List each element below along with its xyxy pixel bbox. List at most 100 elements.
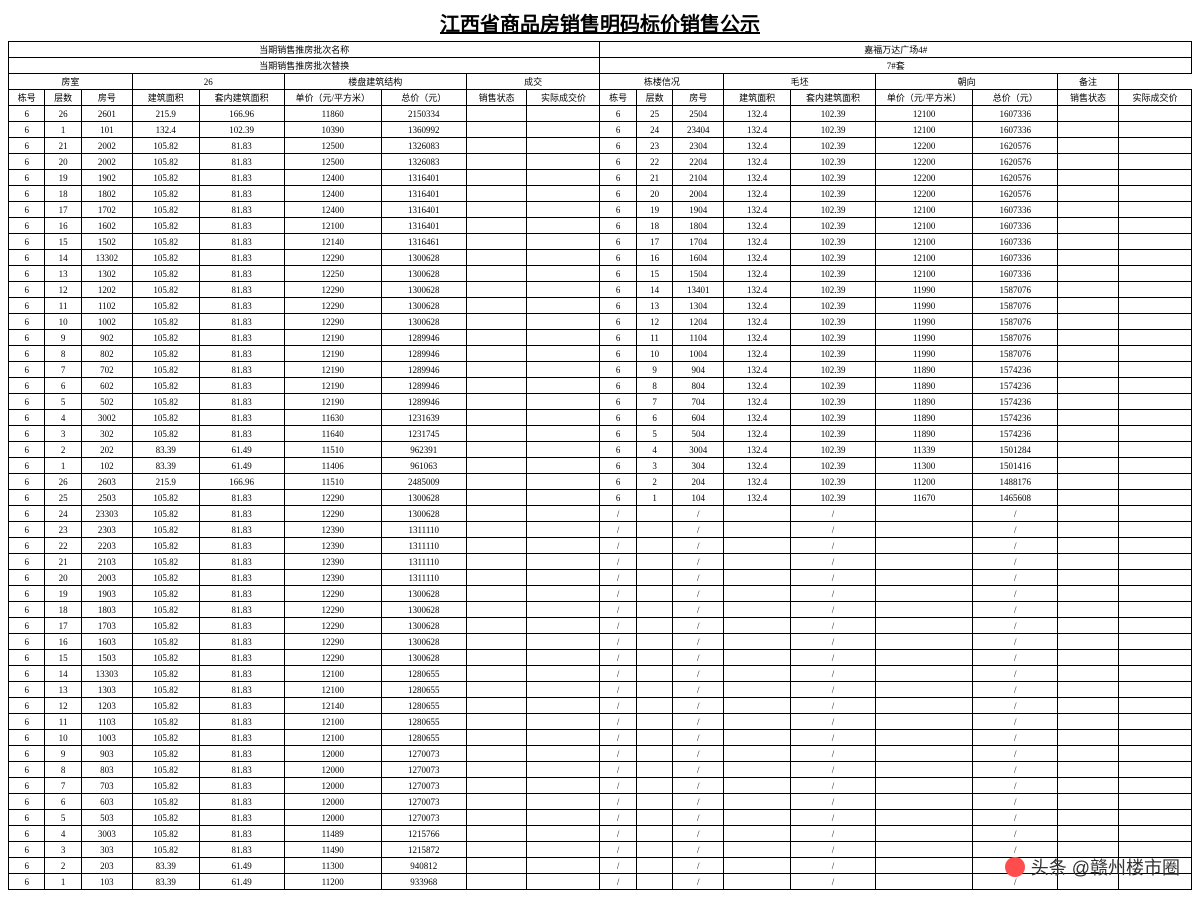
table-cell (1058, 650, 1119, 666)
table-cell (1058, 730, 1119, 746)
table-cell: / (973, 810, 1058, 826)
table-cell: 2103 (81, 554, 132, 570)
table-cell: 102.39 (791, 458, 876, 474)
table-cell (1118, 778, 1191, 794)
table-cell: 6 (9, 570, 45, 586)
table-cell: / (973, 826, 1058, 842)
table-cell: 1289946 (381, 378, 466, 394)
table-cell: 1607336 (973, 218, 1058, 234)
table-cell (466, 810, 527, 826)
table-cell: 804 (673, 378, 724, 394)
table-row: 6131302105.8281.831225013006286151504132… (9, 266, 1192, 282)
table-cell: 12390 (284, 538, 381, 554)
table-cell: 102.39 (791, 218, 876, 234)
table-cell: / (973, 746, 1058, 762)
table-cell: 3 (45, 426, 81, 442)
table-cell: 81.83 (199, 154, 284, 170)
table-cell: 105.82 (132, 282, 199, 298)
table-cell: 12290 (284, 634, 381, 650)
table-cell: 132.4 (724, 186, 791, 202)
table-cell: 1607336 (973, 266, 1058, 282)
table-cell: 12100 (876, 250, 973, 266)
table-cell: 2002 (81, 154, 132, 170)
table-cell: 132.4 (724, 234, 791, 250)
table-cell: / (791, 698, 876, 714)
table-cell: 11990 (876, 282, 973, 298)
table-cell (1118, 346, 1191, 362)
table-cell (1058, 666, 1119, 682)
header-left-2: 当期销售推房批次替换 (9, 58, 600, 74)
group-header: 毛坯 (724, 74, 876, 90)
table-cell: 81.83 (199, 506, 284, 522)
table-cell: 26 (45, 106, 81, 122)
table-cell (724, 698, 791, 714)
table-cell: 81.83 (199, 634, 284, 650)
table-cell: 6 (9, 474, 45, 490)
table-cell: 12100 (284, 730, 381, 746)
table-cell: 6 (9, 650, 45, 666)
table-cell: / (973, 778, 1058, 794)
table-cell: 12100 (284, 218, 381, 234)
table-cell: 132.4 (724, 202, 791, 218)
table-cell: 23303 (81, 506, 132, 522)
table-cell: / (600, 554, 636, 570)
table-cell: 61.49 (199, 858, 284, 874)
table-cell: 105.82 (132, 506, 199, 522)
table-cell: 6 (600, 298, 636, 314)
table-cell: 81.83 (199, 538, 284, 554)
table-cell: 14 (636, 282, 672, 298)
table-cell: 6 (600, 458, 636, 474)
table-cell: 4 (45, 826, 81, 842)
table-cell: 6 (600, 202, 636, 218)
table-cell (724, 522, 791, 538)
table-cell (1118, 378, 1191, 394)
table-cell: 1703 (81, 618, 132, 634)
table-cell: 1802 (81, 186, 132, 202)
table-cell: 105.82 (132, 554, 199, 570)
table-row: 66602105.8281.8312190128994668804132.410… (9, 378, 1192, 394)
table-cell (527, 682, 600, 698)
table-cell: 6 (600, 330, 636, 346)
table-cell: 1 (45, 874, 81, 890)
table-cell: 6 (45, 794, 81, 810)
table-cell: / (791, 506, 876, 522)
table-cell: 1304 (673, 298, 724, 314)
group-header: 备注 (1058, 74, 1119, 90)
table-cell: 1607336 (973, 234, 1058, 250)
table-cell: 81.83 (199, 778, 284, 794)
table-cell (1058, 778, 1119, 794)
table-cell: 202 (81, 442, 132, 458)
table-cell (466, 330, 527, 346)
table-row: 69903105.8281.83120001270073//// (9, 746, 1192, 762)
table-cell: 105.82 (132, 570, 199, 586)
table-cell (1058, 154, 1119, 170)
table-cell: 6 (600, 250, 636, 266)
table-row: 6212103105.8281.83123901311110//// (9, 554, 1192, 570)
table-cell: 6 (9, 842, 45, 858)
table-cell: 12 (636, 314, 672, 330)
table-cell: 2603 (81, 474, 132, 490)
table-cell: 6 (9, 106, 45, 122)
table-cell: 6 (9, 170, 45, 186)
table-row: 6252503105.8281.8312290130062861104132.4… (9, 490, 1192, 506)
table-cell: 1103 (81, 714, 132, 730)
table-cell: 504 (673, 426, 724, 442)
table-cell: 81.83 (199, 762, 284, 778)
table-cell: 81.83 (199, 586, 284, 602)
table-cell: 12290 (284, 490, 381, 506)
table-row: 63302105.8281.8311640123174565504132.410… (9, 426, 1192, 442)
table-cell: / (600, 522, 636, 538)
table-cell (466, 250, 527, 266)
table-cell: 1904 (673, 202, 724, 218)
table-cell: 105.82 (132, 490, 199, 506)
table-cell: 83.39 (132, 458, 199, 474)
table-cell (724, 714, 791, 730)
table-cell: / (791, 794, 876, 810)
table-cell (466, 314, 527, 330)
table-cell: / (973, 570, 1058, 586)
table-cell (1058, 186, 1119, 202)
table-cell: 902 (81, 330, 132, 346)
table-row: 6222203105.8281.83123901311110//// (9, 538, 1192, 554)
table-cell (466, 634, 527, 650)
table-row: 6101002105.8281.831229013006286121204132… (9, 314, 1192, 330)
